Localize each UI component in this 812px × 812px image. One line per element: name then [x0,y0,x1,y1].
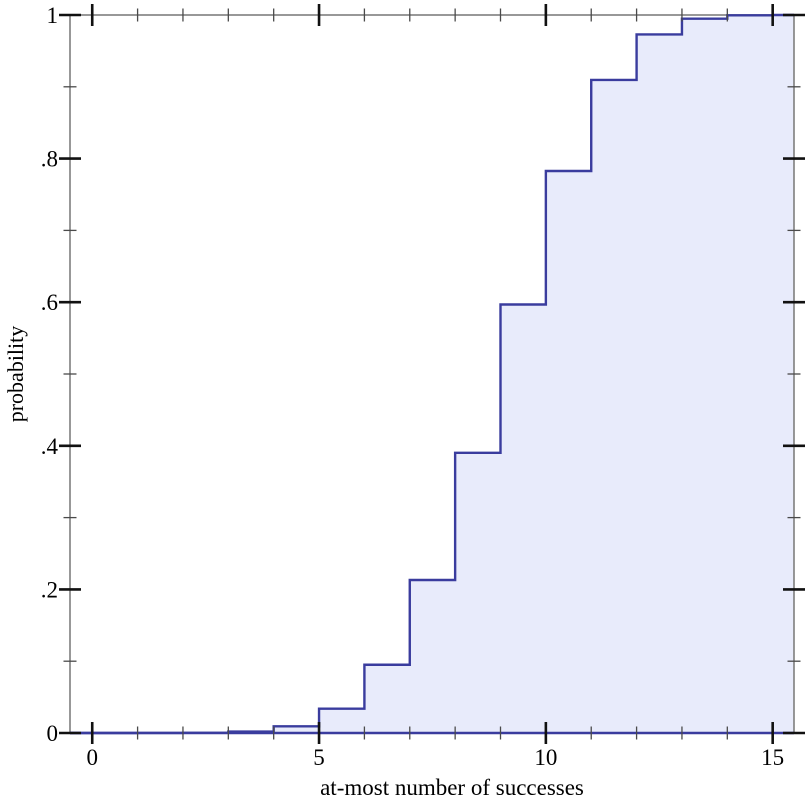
y-tick-label: .6 [41,290,58,315]
x-tick-label: 10 [534,745,557,770]
y-axis-title: probability [3,326,28,423]
cdf-area-fill [70,15,794,733]
x-tick-label: 5 [313,745,325,770]
x-tick-label: 15 [761,745,784,770]
x-tick-label: 0 [86,745,98,770]
y-tick-label: .2 [41,577,58,602]
y-tick-label: 1 [47,3,59,28]
x-axis-title: at-most number of successes [320,775,584,800]
y-tick-label: .8 [41,147,58,172]
tick-labels: 0 5 10 15 0 .2 .4 .6 .8 1 [41,3,784,770]
y-tick-label: .4 [41,434,59,459]
y-tick-label: 0 [47,721,59,746]
axis-ticks [59,4,805,744]
